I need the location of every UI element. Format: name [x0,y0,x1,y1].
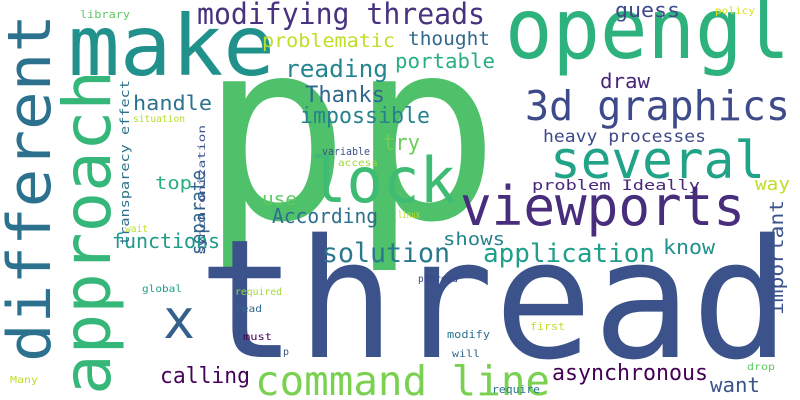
word: drop [747,362,775,373]
word: use [262,189,297,210]
word: impossible [300,104,430,129]
word: 3d graphics [525,82,790,130]
word: linux [398,210,420,221]
word: shows [443,229,505,250]
word: global [142,284,182,295]
word: heavy processes [543,127,706,147]
word: asynchronous [552,361,708,386]
word: application [483,239,655,269]
word: synchronization [197,125,208,255]
word: solution [322,238,450,269]
word: make [68,0,275,95]
word: problem Ideally [532,178,700,194]
word: top [155,173,192,194]
word: situation [133,114,185,125]
word: functions [112,229,220,253]
word: try [383,131,420,156]
word: calling [160,364,250,389]
word: modifying threads [197,0,485,31]
word: separate [186,170,210,255]
word: must [243,332,272,343]
word: handle [133,91,212,115]
word: transparecy effect [118,80,132,245]
word: pthread [418,274,458,285]
word: several [550,131,765,191]
word: wait [125,224,148,235]
word: pp [200,0,500,277]
word: know [663,235,716,259]
word: According [272,204,378,228]
word: problematic [262,30,395,52]
word: thread [198,204,790,396]
word: require [492,383,540,396]
word: guess [615,0,680,22]
word: reading [285,55,388,83]
word: Many [10,375,38,386]
word: x [163,288,195,351]
word: modify [447,328,490,341]
word: way [755,174,790,195]
word: first [530,320,565,333]
word: p [283,347,289,358]
word: Thanks [305,83,385,108]
word: library [80,8,130,21]
word: want [710,373,760,397]
word: approach [49,70,126,395]
word: portable [395,49,495,73]
word: opengl [505,0,790,78]
word: viewports [460,175,745,238]
word: will [452,349,480,360]
word: different [0,14,65,362]
word: important [766,200,788,315]
word: required [235,287,282,298]
word: lock [310,144,456,217]
word: command line [255,357,550,400]
word: read [235,304,262,315]
word: variable [322,145,370,158]
word: draw [600,69,651,93]
word: policy [715,6,755,17]
word: thought [408,28,490,50]
word: access [338,158,378,169]
